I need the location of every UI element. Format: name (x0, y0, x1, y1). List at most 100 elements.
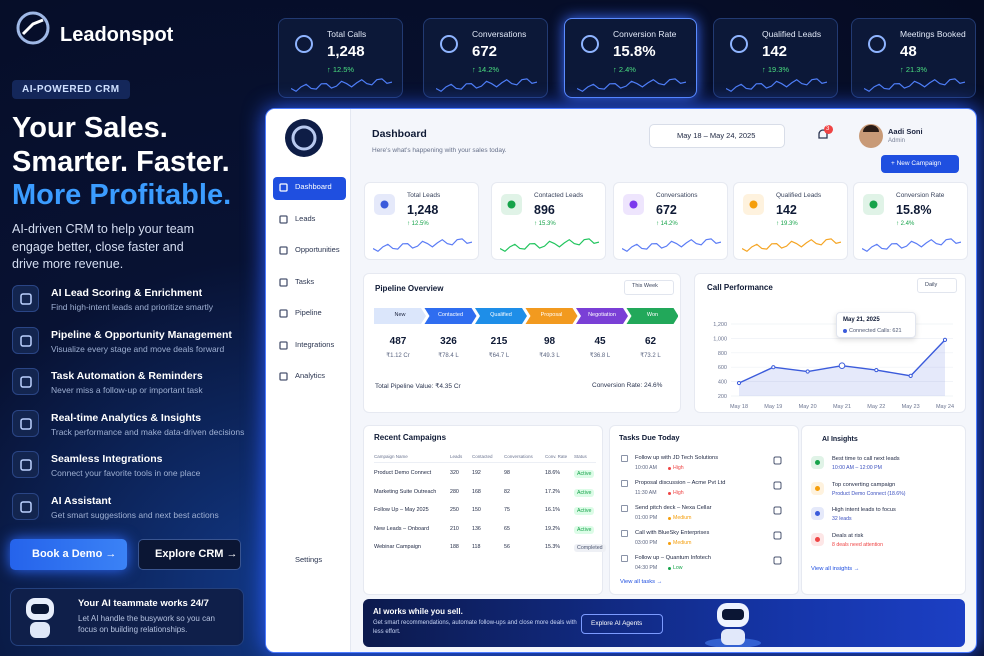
hero-description: AI-driven CRM to help your team engage b… (12, 222, 195, 271)
insight-title: Deals at risk (832, 532, 864, 539)
nav-item[interactable]: Integrations (295, 339, 335, 349)
icon (20, 417, 32, 430)
icon-glyph (20, 376, 32, 388)
app-window: Dashboard Leads Opportunities Tasks Pipeline… (265, 108, 977, 653)
stat-label: Conversations (472, 29, 527, 39)
stat-change: ↑ 12.5% (327, 65, 355, 74)
button-label[interactable]: Book a Demo → (32, 548, 117, 560)
stat-icon (440, 35, 458, 53)
pipeline-conversion: Conversion Rate: 24.6% (592, 382, 663, 389)
date-range[interactable]: May 18 – May 24, 2025 (677, 131, 756, 140)
stage-amount: ₹1.12 Cr (386, 353, 410, 359)
x-tick-label: May 19 (764, 404, 782, 410)
date-picker[interactable] (649, 124, 785, 148)
insight-glyph (815, 460, 820, 465)
stat-label: Qualified Leads (762, 29, 822, 39)
x-tick-label: May 23 (902, 404, 920, 410)
icon (279, 214, 288, 224)
task-priority: High (673, 465, 684, 471)
nav-icon (279, 340, 288, 350)
kpi-glyph (629, 200, 638, 209)
task-time: 11:30 AM (635, 490, 657, 496)
task-title: Call with BlueSky Enterprises (635, 530, 710, 536)
task-time: 01:00 PM (635, 515, 658, 521)
stage-chevron (475, 308, 527, 324)
stage-chevron (374, 308, 426, 324)
sparkline (726, 78, 827, 93)
insight-glyph (815, 511, 820, 516)
point (736, 380, 742, 386)
task-time: 03:00 PM (635, 540, 658, 546)
period[interactable]: This Week (632, 283, 658, 289)
button-label[interactable]: Explore CRM → (155, 548, 238, 560)
banner-button[interactable] (581, 614, 663, 634)
nav-item[interactable]: Leads (295, 213, 316, 223)
feature-icon (12, 451, 39, 478)
stat-card: Conversations 672 ↑ 14.2% (423, 18, 548, 98)
insight-desc: 8 deals need attention (832, 541, 884, 548)
nav-item[interactable]: Pipeline (295, 308, 322, 317)
table-header: Campaign Name (374, 454, 408, 459)
icon (373, 238, 472, 253)
task-action (773, 506, 782, 515)
feature-desc: Connect your favorite tools in one place (51, 468, 201, 478)
status-pill: Active (574, 507, 595, 515)
stat-card: Qualified Leads 142 ↑ 19.3% (713, 18, 838, 98)
explore-button[interactable] (138, 539, 241, 570)
priority-dot (668, 516, 671, 520)
x-tick-label: May 21 (833, 404, 851, 410)
kpi-change: ↑ 15.3% (534, 221, 556, 227)
nav-item[interactable]: Tasks (295, 276, 315, 286)
kpi-glyph (380, 200, 389, 209)
kpi-value: 672 (656, 203, 677, 217)
nav-item[interactable]: Opportunities (295, 245, 340, 254)
new-campaign-button[interactable] (881, 155, 959, 173)
logo-mark (16, 11, 50, 45)
period[interactable]: Daily (925, 282, 938, 288)
kpi-card: Conversations 672 ↑ 14.2% (613, 182, 728, 260)
kpi-value: 896 (534, 203, 555, 217)
checkbox[interactable] (621, 530, 628, 537)
feature-desc: Find high-intent leads and prioritize sm… (51, 302, 214, 312)
nav-item[interactable]: Dashboard (295, 182, 332, 191)
icon (773, 531, 782, 540)
checkbox[interactable] (621, 505, 628, 512)
stage-chevron (424, 308, 477, 324)
task-title: Send pitch deck – Nexa Cellar (635, 505, 712, 511)
pipeline-total: Total Pipeline Value: ₹4.35 Cr (375, 383, 461, 390)
task-title: Proposal discussion – Acme Pvt Ltd (635, 480, 726, 486)
view-all-link[interactable]: View all tasks → (620, 579, 663, 585)
point (805, 369, 810, 374)
button-label[interactable]: + New Campaign (891, 160, 942, 167)
kpi-change: ↑ 14.2% (656, 221, 678, 227)
kpi-change: ↑ 12.5% (407, 221, 429, 227)
table-cell: 136 (472, 525, 481, 532)
icon (279, 246, 288, 255)
nav-item[interactable]: Analytics (295, 371, 326, 380)
card-title: Call Performance (707, 283, 773, 292)
checkbox[interactable] (621, 455, 628, 462)
feature-title: Task Automation & Reminders (51, 370, 203, 382)
nav-item[interactable]: Settings (295, 555, 323, 564)
status-pill: Active (574, 525, 595, 534)
table-header: Contacted (472, 454, 493, 459)
checkbox[interactable] (621, 480, 628, 487)
insights-card: AI Insights Best time to call next leads 1… (801, 425, 966, 595)
period-select[interactable] (624, 280, 674, 295)
badge-dot (824, 125, 833, 134)
demo-button[interactable] (10, 539, 127, 570)
period-select[interactable] (917, 278, 957, 293)
user-role: Admin (888, 138, 906, 144)
checkbox[interactable] (621, 555, 628, 562)
kpi-glyph (869, 200, 878, 209)
table-header: Conv. Rate (545, 454, 568, 459)
view-all-link[interactable]: View all insights → (811, 566, 860, 572)
feature-title: AI Lead Scoring & Enrichment (51, 287, 203, 299)
insight-glyph (815, 485, 820, 491)
sparkline (577, 78, 686, 93)
kpi-value: 1,248 (407, 203, 439, 217)
button-label[interactable]: Explore AI Agents (591, 620, 643, 627)
table-cell: 82 (504, 488, 510, 495)
stat-label: Meetings Booked (900, 29, 966, 39)
robot (30, 622, 50, 638)
